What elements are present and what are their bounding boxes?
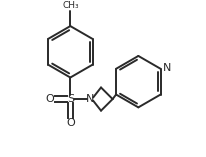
Text: N: N	[86, 94, 94, 104]
Text: S: S	[67, 94, 74, 104]
Text: CH₃: CH₃	[62, 1, 78, 10]
Text: O: O	[45, 94, 54, 104]
Text: O: O	[66, 118, 74, 128]
Text: N: N	[162, 63, 171, 73]
